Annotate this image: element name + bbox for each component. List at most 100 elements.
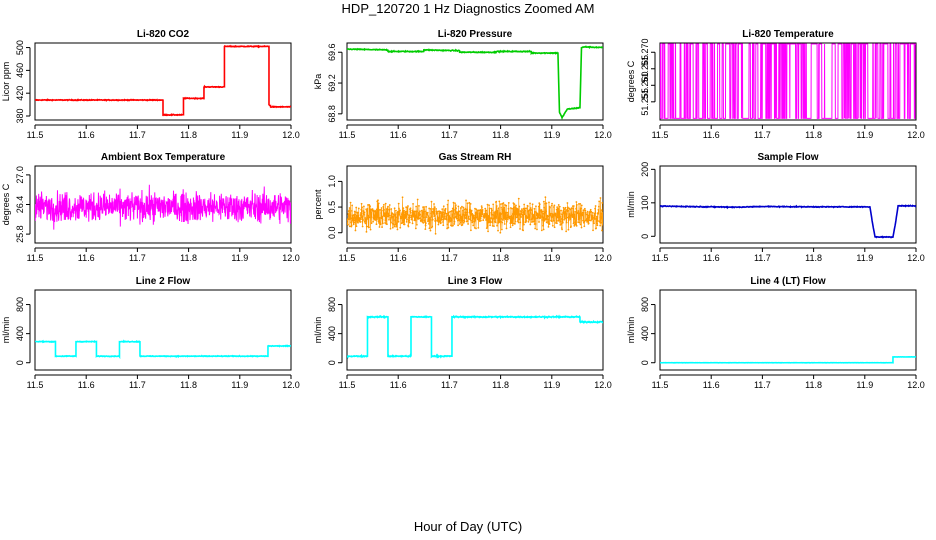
- data-point: [465, 199, 467, 202]
- data-point: [381, 215, 384, 218]
- data-point: [600, 212, 603, 215]
- data-point: [406, 206, 409, 209]
- plot-area: [35, 339, 291, 360]
- data-point: [564, 217, 567, 220]
- data-point: [357, 207, 360, 210]
- data-point: [418, 212, 421, 215]
- data-point: [543, 206, 546, 209]
- data-point: [521, 209, 523, 212]
- data-point: [351, 219, 354, 222]
- data-point: [424, 222, 427, 225]
- data-point: [552, 215, 555, 218]
- data-point: [443, 218, 446, 220]
- data-point: [530, 209, 533, 212]
- data-point: [442, 221, 444, 223]
- y-tick-label: 400: [327, 326, 337, 341]
- data-point: [378, 226, 381, 228]
- data-point: [541, 219, 543, 221]
- data-point: [411, 214, 413, 217]
- y-tick-label: 0: [640, 234, 650, 239]
- data-point: [568, 207, 571, 210]
- data-point: [480, 215, 483, 218]
- data-point: [428, 207, 431, 210]
- data-point: [472, 218, 474, 221]
- data-point: [536, 228, 538, 231]
- data-point: [529, 223, 532, 226]
- data-point: [581, 214, 584, 217]
- data-point: [522, 229, 525, 232]
- data-point: [497, 207, 500, 210]
- plot-area: [347, 196, 603, 235]
- data-point: [554, 213, 557, 216]
- data-point: [567, 206, 569, 209]
- data-point: [399, 226, 402, 229]
- data-point: [534, 227, 537, 230]
- x-tick-label: 11.7: [754, 380, 771, 390]
- data-point: [529, 207, 532, 209]
- x-tick-label: 11.6: [390, 130, 407, 140]
- data-point: [594, 207, 596, 210]
- data-point: [453, 220, 456, 223]
- data-point: [567, 228, 570, 231]
- data-point: [382, 203, 385, 206]
- x-tick-label: 12.0: [282, 253, 300, 263]
- data-point: [537, 205, 540, 208]
- data-point: [404, 216, 407, 218]
- data-point: [376, 218, 378, 221]
- data-point: [354, 213, 356, 216]
- x-tick-label: 11.9: [856, 253, 873, 263]
- data-point: [411, 209, 414, 212]
- data-point: [361, 215, 364, 218]
- data-point: [441, 208, 444, 211]
- data-point: [440, 221, 442, 224]
- data-point: [503, 206, 506, 209]
- y-axis-label: Licor ppm: [1, 62, 11, 102]
- data-point: [593, 218, 596, 220]
- data-point: [366, 216, 369, 219]
- data-point: [349, 201, 352, 204]
- data-point: [444, 212, 446, 215]
- data-point: [601, 214, 603, 217]
- data-point: [446, 203, 449, 206]
- data-point: [575, 207, 578, 210]
- data-point: [413, 214, 416, 217]
- x-tick-label: 11.5: [652, 380, 669, 390]
- data-point: [572, 207, 574, 210]
- y-tick-label: 200: [640, 162, 650, 177]
- x-tick-label: 12.0: [282, 130, 300, 140]
- data-point: [427, 220, 429, 223]
- data-point: [360, 208, 363, 211]
- data-point: [534, 217, 537, 220]
- data-point: [387, 214, 390, 216]
- data-point: [568, 213, 571, 215]
- data-point: [400, 217, 403, 220]
- data-point: [582, 221, 585, 224]
- data-point: [466, 208, 468, 211]
- data-point: [379, 208, 382, 211]
- data-point: [472, 214, 475, 217]
- x-tick-label: 11.7: [754, 130, 771, 140]
- data-point: [599, 224, 602, 227]
- series-line: [35, 184, 291, 230]
- data-point: [539, 216, 542, 218]
- data-point: [446, 223, 449, 226]
- data-point: [363, 205, 365, 208]
- data-point: [584, 211, 587, 214]
- data-point: [594, 211, 597, 214]
- data-point: [361, 220, 364, 223]
- x-tick-label: 12.0: [907, 253, 925, 263]
- data-point: [475, 227, 477, 230]
- y-tick-label: 27.0: [15, 166, 25, 184]
- data-point: [569, 218, 572, 221]
- data-point: [599, 220, 601, 223]
- data-point: [404, 210, 407, 213]
- data-point: [454, 204, 457, 206]
- data-point: [398, 213, 401, 216]
- data-point: [461, 219, 464, 222]
- data-point: [535, 211, 538, 214]
- data-point: [533, 217, 536, 219]
- data-point: [410, 218, 413, 221]
- data-point: [586, 210, 589, 213]
- data-point: [583, 225, 586, 228]
- data-point: [595, 220, 598, 223]
